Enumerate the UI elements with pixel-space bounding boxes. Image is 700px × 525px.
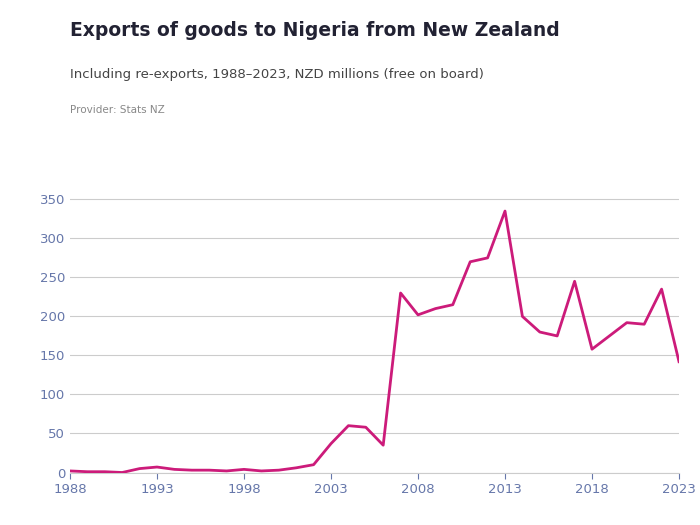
Text: Provider: Stats NZ: Provider: Stats NZ: [70, 105, 164, 115]
Text: figure.nz: figure.nz: [574, 28, 658, 46]
Text: Exports of goods to Nigeria from New Zealand: Exports of goods to Nigeria from New Zea…: [70, 21, 560, 40]
Text: Including re-exports, 1988–2023, NZD millions (free on board): Including re-exports, 1988–2023, NZD mil…: [70, 68, 484, 81]
